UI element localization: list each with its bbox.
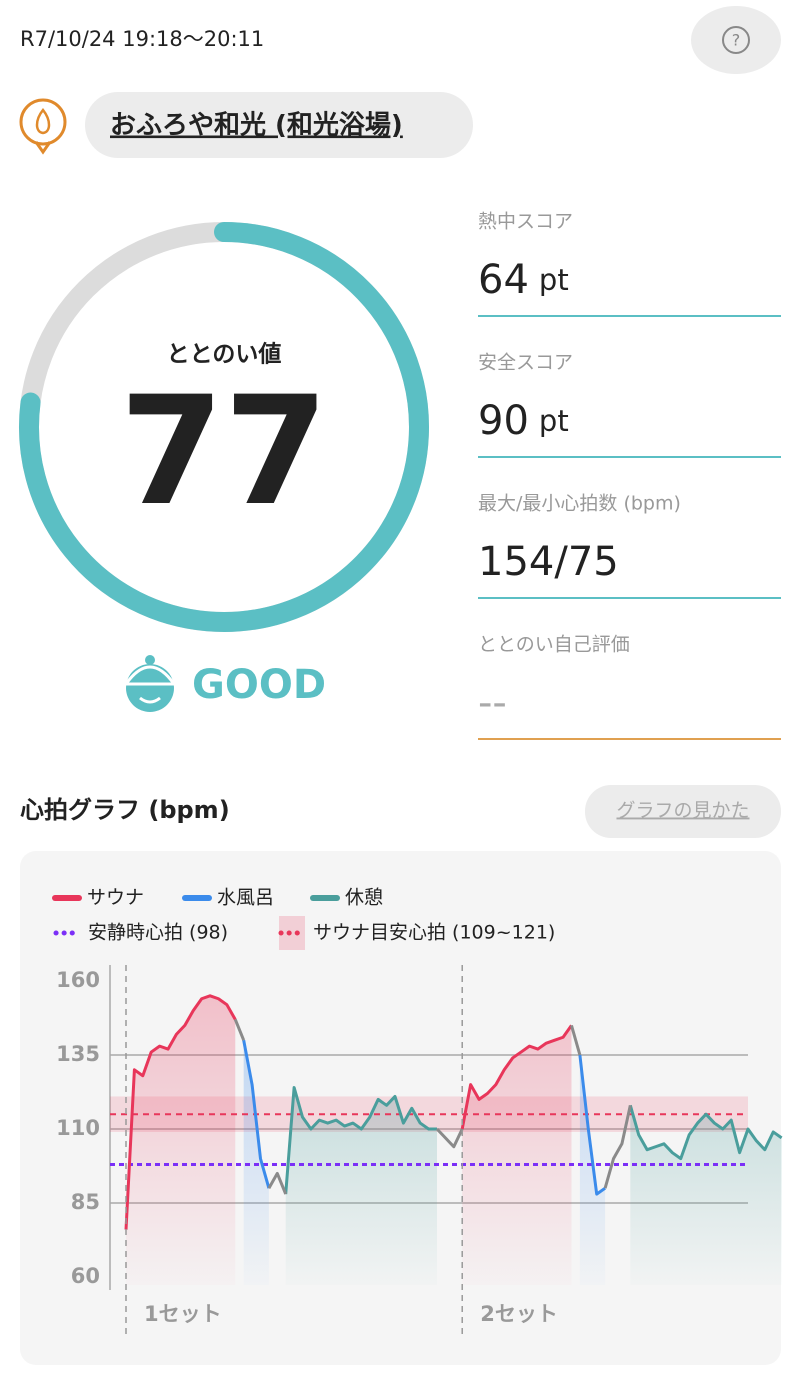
rating-icon <box>123 655 177 712</box>
y-tick-label: 135 <box>56 1042 100 1066</box>
location-pill[interactable] <box>85 92 473 158</box>
metric-number: 90 <box>478 398 529 444</box>
gauge <box>19 222 429 632</box>
graph-help-button[interactable] <box>585 785 781 838</box>
icon-hat <box>123 665 177 686</box>
rating: GOOD <box>192 662 326 708</box>
help-text: ? <box>732 31 741 50</box>
help-button[interactable] <box>691 6 781 74</box>
metrics: 熱中スコア 64 pt 安全スコア 90 pt 最大/最小心拍数 (bpm) 154/75 とと… <box>478 211 781 740</box>
area <box>285 1087 782 1285</box>
gauge-label: ととのい値 <box>167 342 282 368</box>
y-tick-label: 60 <box>71 1264 100 1288</box>
y-tick-label: 110 <box>56 1116 100 1140</box>
gauge-arc <box>19 222 429 632</box>
place-icon-pin <box>34 141 52 155</box>
datetime: R7/10/24 19:18〜20:11 <box>20 27 264 51</box>
legend-label: 安静時心拍 (98) <box>88 922 228 944</box>
metric-value: 64 pt <box>478 257 569 303</box>
legend-label: 水風呂 <box>217 887 274 909</box>
metric-label: 熱中スコア <box>478 211 573 233</box>
line <box>124 994 573 1230</box>
metric-value: 154/75 <box>478 539 619 585</box>
metric-value: 90 pt <box>478 398 569 444</box>
legend-label: サウナ <box>87 887 144 909</box>
metric-value: -- <box>478 680 507 726</box>
place-icon <box>19 98 67 146</box>
flame-icon <box>35 107 51 135</box>
line <box>284 1086 783 1195</box>
icon-smile <box>139 696 161 704</box>
graph-help-text: グラフの見かた <box>616 800 749 822</box>
help-icon <box>722 26 750 54</box>
metric-unit: pt <box>539 263 569 297</box>
metric-label: 最大/最小心拍数 (bpm) <box>478 493 681 515</box>
line <box>242 1039 606 1196</box>
metric-label: ととのい自己評価 <box>478 634 630 656</box>
area <box>126 995 572 1285</box>
y-tick-label: 160 <box>56 968 100 992</box>
legend-label: サウナ目安心拍 (109~121) <box>313 922 555 944</box>
metric-label: 安全スコア <box>478 352 573 374</box>
metric-number: 64 <box>478 257 529 303</box>
metric-number: 154/75 <box>478 539 619 585</box>
line <box>233 1018 632 1195</box>
set-label: 2セット <box>480 1302 558 1326</box>
icon-hat-top <box>145 655 155 665</box>
metric-unit: pt <box>539 404 569 438</box>
gauge-value: 77 <box>120 365 329 539</box>
location-name: おふろや和光 (和光浴場) <box>110 111 403 141</box>
set-label: 1セット <box>144 1302 222 1326</box>
graph-title: 心拍グラフ (bpm) <box>20 796 230 824</box>
y-tick-label: 85 <box>71 1190 100 1214</box>
legend-label: 休憩 <box>345 887 383 909</box>
metric-number: -- <box>478 680 507 726</box>
